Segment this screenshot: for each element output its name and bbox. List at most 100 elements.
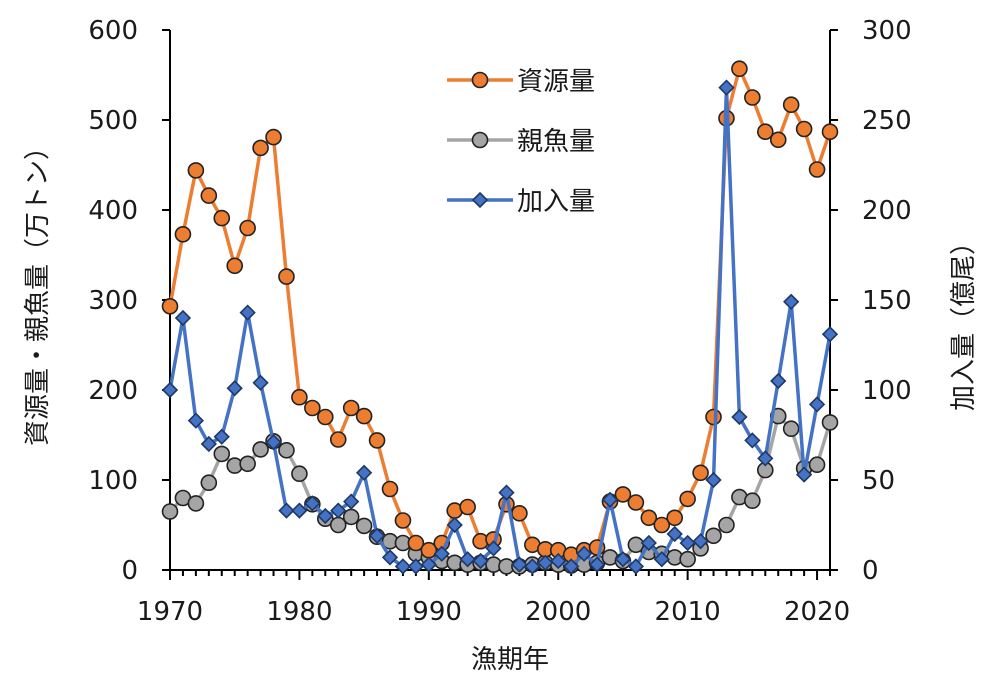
data-point-resource [252,139,269,157]
data-point-recruitment [757,450,774,467]
data-point-recruitment [524,558,541,575]
data-point-spawning-stock [239,455,256,473]
data-point-resource [213,209,231,227]
series-layer [161,60,839,575]
data-point-resource [459,498,476,516]
data-point-resource [679,490,696,508]
data-point-resource [614,486,632,503]
data-point-recruitment [433,545,450,562]
data-point-spawning-stock [821,414,839,431]
data-point-recruitment [381,549,399,566]
data-point-spawning-stock [705,527,722,545]
data-point-recruitment [808,396,826,413]
data-point-resource [342,399,360,417]
data-point-resource [769,131,787,149]
data-point-spawning-stock [278,441,295,459]
data-point-recruitment [821,326,839,343]
data-point-recruitment [795,466,813,483]
data-point-recruitment [744,432,761,449]
data-point-resource [640,509,658,527]
data-point-resource [291,388,308,406]
data-point-recruitment [226,380,243,397]
data-point-recruitment [731,408,748,426]
series-resource [161,60,839,564]
data-point-resource [511,504,528,522]
data-point-resource [239,219,256,237]
data-point-resource [744,89,761,106]
data-point-resource [731,60,748,77]
data-point-recruitment [407,558,425,575]
series-line-recruitment [168,85,832,569]
legend-marker-recruitment [471,191,489,209]
data-point-recruitment [550,552,567,570]
data-point-resource [821,123,839,140]
data-point-recruitment [627,558,645,575]
legend-item-resource: 資源量 [447,67,595,97]
legend-item-spawning-stock: 親魚量 [447,127,595,157]
data-point-recruitment [783,293,800,310]
data-point-spawning-stock [782,420,800,438]
y-right-tick-label: 300 [862,16,912,46]
data-point-resource [200,187,218,204]
x-tick-label: 2000 [525,597,591,627]
data-point-recruitment [588,556,606,573]
data-point-resource [795,120,813,138]
data-point-resource [226,257,244,275]
data-point-recruitment [485,540,502,557]
data-point-resource [782,96,800,113]
data-point-recruitment [498,484,515,501]
data-point-recruitment [575,545,593,562]
data-point-recruitment [187,412,205,429]
data-point-recruitment [679,534,696,552]
y-left-tick-label: 500 [88,106,138,136]
data-point-recruitment [304,495,321,512]
data-point-resource [265,128,282,146]
data-point-recruitment [278,502,295,519]
legend-marker-spawning-stock [471,131,489,149]
data-point-recruitment [239,304,256,321]
data-point-recruitment [420,556,437,573]
data-point-resource [187,162,205,179]
data-point-spawning-stock [291,465,308,483]
data-point-resource [756,123,774,140]
data-point-resource [329,431,347,448]
data-point-recruitment [394,558,412,575]
y-left-tick-label: 200 [88,376,138,406]
data-point-recruitment [770,372,787,390]
legend-marker-resource [471,71,489,89]
x-tick-label: 2010 [655,597,721,627]
y-right-axis-title: 加入量（億尾） [949,229,979,411]
y-left-tick-label: 300 [88,286,138,316]
data-point-recruitment [317,507,334,525]
y-left-tick-label: 0 [121,556,138,586]
data-point-spawning-stock [355,517,373,535]
data-point-recruitment [511,556,528,573]
data-point-recruitment [472,552,489,570]
data-point-recruitment [601,491,619,508]
x-axis-title: 漁期年 [471,645,549,675]
data-point-spawning-stock [252,441,269,458]
data-point-spawning-stock [679,550,696,568]
data-point-recruitment [563,558,580,575]
data-point-spawning-stock [161,503,179,520]
data-point-resource [368,432,386,449]
data-point-resource [316,408,334,426]
y-right-tick-label: 250 [862,106,912,136]
data-point-spawning-stock [342,508,360,526]
y-left-tick-label: 600 [88,16,138,46]
data-point-recruitment [161,381,179,399]
y-right-tick-label: 0 [862,556,879,586]
legend-item-recruitment: 加入量 [447,187,595,217]
y-right-tick-label: 150 [862,286,912,316]
x-tick-label: 1980 [266,597,332,627]
data-point-recruitment [653,551,670,568]
x-tick-label: 2020 [784,597,850,627]
data-point-recruitment [252,374,269,391]
data-point-recruitment [265,434,282,451]
data-point-resource [407,534,425,552]
data-point-spawning-stock [200,474,218,492]
y-left-tick-label: 100 [88,466,138,496]
data-point-resource [161,297,179,315]
